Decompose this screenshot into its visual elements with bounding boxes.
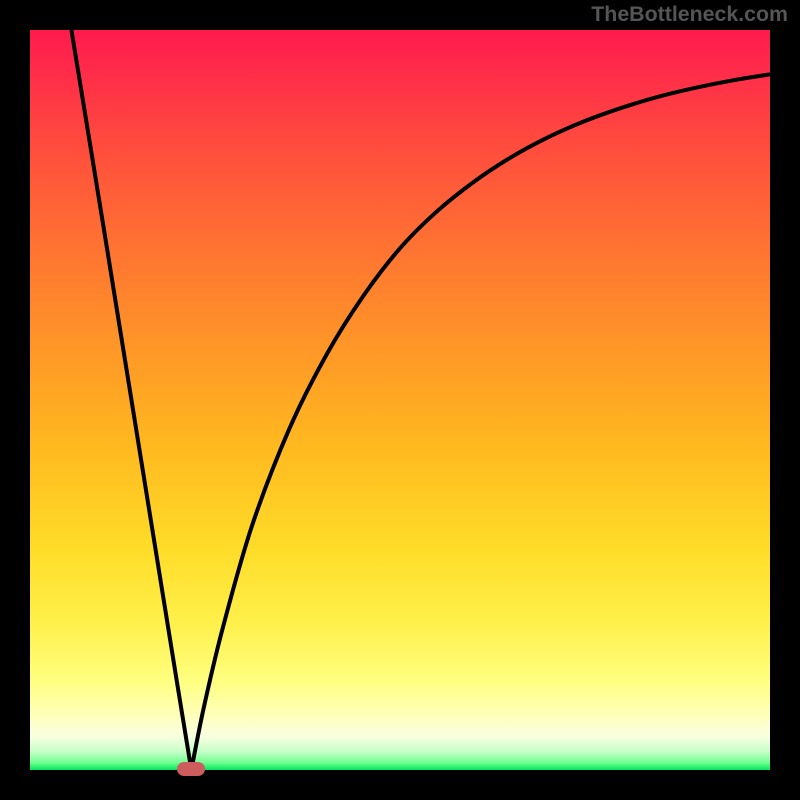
plot-area (30, 30, 770, 770)
curve-line (30, 30, 770, 770)
watermark-text: TheBottleneck.com (591, 2, 788, 27)
chart-container: TheBottleneck.com (0, 0, 800, 800)
minimum-marker (177, 762, 205, 776)
